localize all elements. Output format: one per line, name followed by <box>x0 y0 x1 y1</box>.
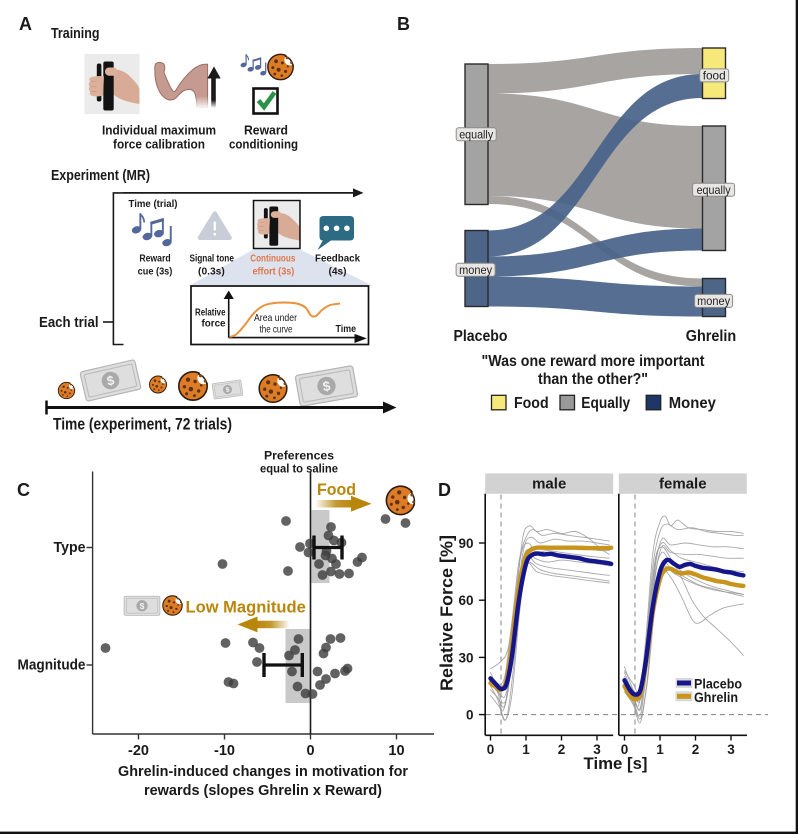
svg-text:Type: Type <box>54 540 86 556</box>
svg-text:food: food <box>703 69 726 83</box>
svg-text:Equally: Equally <box>581 395 630 412</box>
svg-text:60: 60 <box>458 593 473 608</box>
svg-text:Time (experiment, 72 trials): Time (experiment, 72 trials) <box>53 416 232 434</box>
svg-text:Preferences: Preferences <box>264 449 334 463</box>
svg-text:"Was one reward more important: "Was one reward more important <box>482 353 705 370</box>
svg-text:Individual maximum: Individual maximum <box>102 123 216 138</box>
svg-text:Continuous: Continuous <box>250 254 295 265</box>
svg-text:force calibration: force calibration <box>113 137 205 152</box>
svg-text:10: 10 <box>388 743 404 759</box>
svg-text:Placebo: Placebo <box>694 677 742 692</box>
svg-text:1: 1 <box>656 742 664 757</box>
svg-text:Training: Training <box>51 26 100 42</box>
svg-text:90: 90 <box>458 536 473 551</box>
svg-text:Experiment (MR): Experiment (MR) <box>51 168 150 184</box>
svg-text:money: money <box>697 294 730 308</box>
svg-text:equal to saline: equal to saline <box>260 462 338 476</box>
svg-text:female: female <box>659 476 707 493</box>
svg-text:-10: -10 <box>214 743 235 759</box>
svg-text:C: C <box>17 480 30 500</box>
svg-text:Relative Force [%]: Relative Force [%] <box>437 535 457 691</box>
svg-text:2: 2 <box>558 742 566 757</box>
svg-text:money: money <box>459 263 492 277</box>
svg-text:Signal tone: Signal tone <box>189 254 234 265</box>
svg-text:Food: Food <box>317 480 356 499</box>
svg-text:Magnitude: Magnitude <box>18 658 86 674</box>
svg-text:Reward: Reward <box>244 123 288 138</box>
svg-text:Relative: Relative <box>195 308 226 319</box>
svg-text:0: 0 <box>466 708 474 723</box>
svg-text:Ghrelin-induced changes in mot: Ghrelin-induced changes in motivation fo… <box>118 764 408 780</box>
svg-text:rewards (slopes Ghrelin x Rewa: rewards (slopes Ghrelin x Reward) <box>144 783 382 799</box>
svg-text:Reward: Reward <box>139 254 170 265</box>
svg-text:(0.3s): (0.3s) <box>198 266 225 277</box>
svg-text:Ghrelin: Ghrelin <box>686 328 737 345</box>
svg-text:0: 0 <box>306 743 314 759</box>
svg-text:than the other?": than the other?" <box>538 371 648 388</box>
svg-text:Time (trial): Time (trial) <box>129 198 178 210</box>
svg-text:force: force <box>202 319 227 330</box>
svg-text:equally: equally <box>459 128 493 142</box>
svg-text:2: 2 <box>692 742 700 757</box>
svg-text:the curve: the curve <box>260 325 293 336</box>
svg-text:cue (3s): cue (3s) <box>138 266 173 277</box>
svg-text:30: 30 <box>458 650 473 665</box>
svg-text:-20: -20 <box>128 743 149 759</box>
svg-text:0: 0 <box>621 742 629 757</box>
svg-text:0: 0 <box>487 742 495 757</box>
svg-text:D: D <box>438 480 451 500</box>
svg-text:B: B <box>397 14 410 34</box>
svg-text:Money: Money <box>669 395 716 412</box>
svg-text:3: 3 <box>593 742 601 757</box>
svg-text:Time [s]: Time [s] <box>584 754 648 773</box>
svg-text:(4s): (4s) <box>329 266 347 277</box>
svg-text:Area under: Area under <box>254 313 297 324</box>
svg-text:Ghrelin: Ghrelin <box>694 690 738 705</box>
svg-text:equally: equally <box>697 183 731 197</box>
svg-text:Each trial: Each trial <box>39 315 99 331</box>
svg-text:Time: Time <box>336 324 357 335</box>
svg-text:1: 1 <box>522 742 530 757</box>
svg-text:3: 3 <box>727 742 735 757</box>
svg-text:Food: Food <box>514 395 549 412</box>
svg-text:Placebo: Placebo <box>454 328 508 345</box>
svg-text:conditioning: conditioning <box>229 137 298 152</box>
svg-text:A: A <box>19 14 32 34</box>
svg-text:male: male <box>532 476 566 493</box>
svg-text:Feedback: Feedback <box>315 254 360 265</box>
svg-text:effort (3s): effort (3s) <box>253 266 295 277</box>
svg-text:Low Magnitude: Low Magnitude <box>186 598 306 617</box>
